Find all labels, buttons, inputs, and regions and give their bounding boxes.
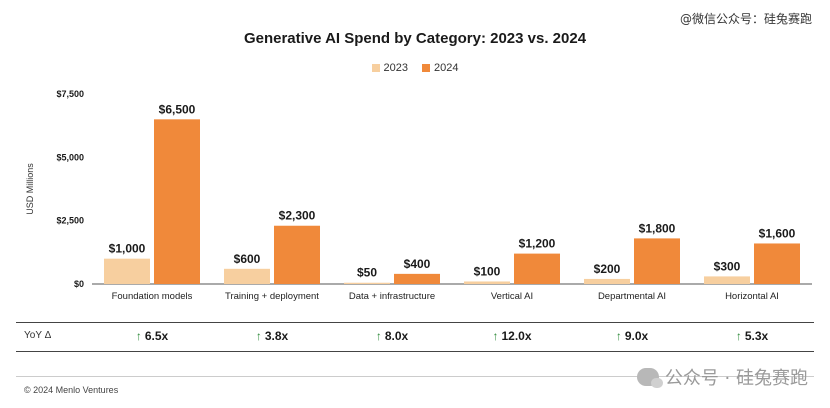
x-tick-label: Departmental AI — [598, 291, 666, 302]
x-tick-label: Vertical AI — [491, 291, 533, 302]
yoy-label: YoY Δ — [24, 330, 52, 341]
arrow-up-icon: ↑ — [615, 329, 622, 343]
bar-2024-3 — [514, 253, 560, 284]
legend-label-2023: 2023 — [383, 62, 408, 74]
data-label-2023-3: $100 — [474, 264, 501, 278]
yoy-value: 6.5x — [144, 329, 169, 343]
data-label-2024-4: $1,800 — [639, 221, 676, 235]
legend-label-2024: 2024 — [434, 62, 459, 74]
yoy-cell: ↑ 9.0x — [572, 329, 692, 343]
data-label-2023-4: $200 — [594, 262, 621, 276]
bar-2023-0 — [104, 258, 150, 284]
yoy-value: 12.0x — [501, 329, 532, 343]
arrow-up-icon: ↑ — [135, 329, 142, 343]
bar-2024-1 — [274, 225, 320, 284]
bar-2024-5 — [754, 243, 800, 284]
watermark-bottom-text: 公众号 · 硅兔赛跑 — [664, 368, 808, 389]
x-tick-label: Training + deployment — [225, 291, 319, 302]
arrow-up-icon: ↑ — [255, 329, 262, 343]
wechat-icon — [636, 368, 663, 388]
yoy-value: 5.3x — [744, 329, 769, 343]
yoy-cell: ↑ 6.5x — [92, 329, 212, 343]
data-label-2023-5: $300 — [714, 259, 741, 273]
yoy-value: 3.8x — [264, 329, 289, 343]
x-tick-label: Foundation models — [112, 291, 193, 302]
arrow-up-icon: ↑ — [492, 329, 499, 343]
yoy-value: 9.0x — [624, 329, 649, 343]
x-tick-label: Horizontal AI — [725, 291, 779, 302]
bar-2024-4 — [634, 238, 680, 284]
legend-item-2024: 2024 — [422, 62, 458, 74]
watermark-bottom: 公众号 · 硅兔赛跑 — [636, 364, 808, 390]
data-label-2023-2: $50 — [357, 266, 377, 280]
data-label-2024-2: $400 — [404, 257, 431, 271]
y-axis-label: USD Millions — [25, 163, 35, 215]
y-tick-label: $7,500 — [56, 89, 84, 99]
y-tick-label: $0 — [74, 279, 84, 289]
yoy-row: YoY Δ ↑ 6.5x ↑ 3.8x ↑ 8.0x ↑ 12.0x ↑ 9.0x ↑ 5.3x — [16, 322, 814, 352]
bar-2023-1 — [224, 268, 270, 284]
data-label-2024-0: $6,500 — [159, 102, 196, 116]
yoy-cell: ↑ 8.0x — [332, 329, 452, 343]
yoy-value: 8.0x — [384, 329, 409, 343]
bar-2023-3 — [464, 281, 510, 284]
yoy-cell: ↑ 12.0x — [452, 329, 572, 343]
legend: 2023 2024 — [0, 62, 830, 74]
data-label-2024-3: $1,200 — [519, 237, 556, 251]
bar-2024-0 — [154, 119, 200, 284]
footer-divider — [16, 376, 814, 377]
arrow-up-icon: ↑ — [735, 329, 742, 343]
legend-item-2023: 2023 — [371, 62, 408, 74]
x-tick-label: Data + infrastructure — [349, 291, 435, 302]
chart-title: Generative AI Spend by Category: 2023 vs… — [243, 30, 587, 47]
legend-swatch-2023 — [371, 64, 380, 72]
data-label-2023-1: $600 — [234, 252, 261, 266]
legend-swatch-2024 — [422, 64, 430, 72]
bar-2023-5 — [704, 276, 750, 284]
y-tick-label: $2,500 — [56, 216, 84, 226]
bar-chart: USD Millions $0 $2,500 $5,000 $7,500 $1,000 $6… — [25, 89, 812, 302]
data-label-2023-0: $1,000 — [109, 242, 146, 256]
watermark-top: @微信公众号：硅兔赛跑 — [679, 12, 812, 26]
y-tick-label: $5,000 — [56, 152, 84, 162]
yoy-cell: ↑ 3.8x — [212, 329, 332, 343]
copyright: © 2024 Menlo Ventures — [24, 385, 119, 395]
bar-2023-4 — [584, 278, 630, 284]
bar-2024-2 — [394, 273, 440, 284]
data-label-2024-5: $1,600 — [759, 226, 796, 240]
yoy-cell: ↑ 5.3x — [692, 329, 812, 343]
arrow-up-icon: ↑ — [375, 329, 382, 343]
data-label-2024-1: $2,300 — [279, 209, 316, 223]
bar-2023-2 — [344, 282, 390, 284]
